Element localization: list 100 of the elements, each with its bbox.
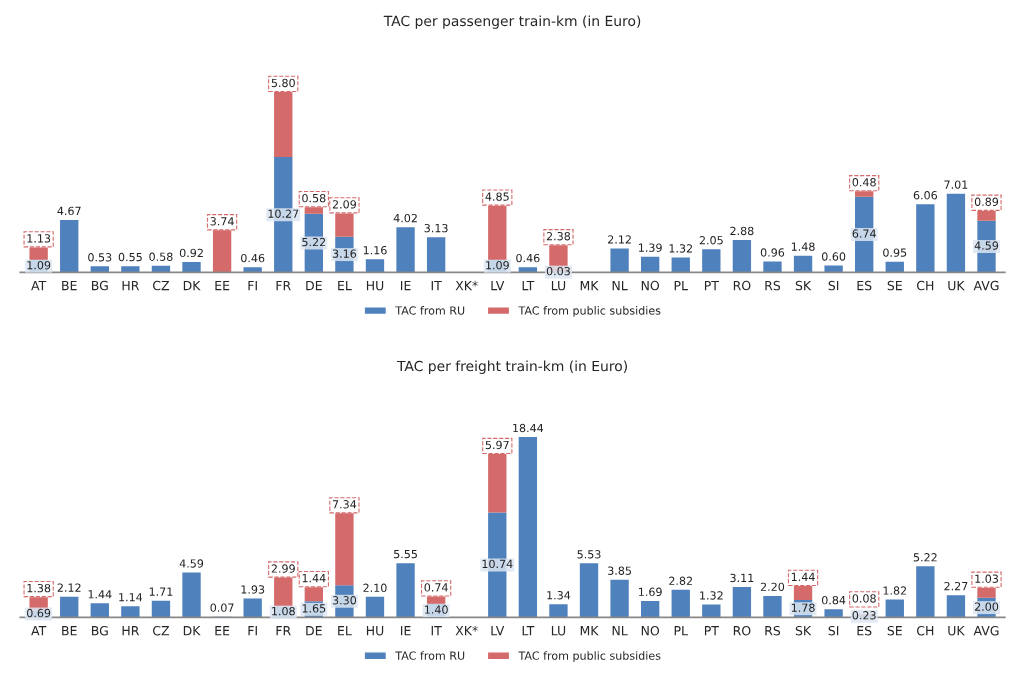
data-label: 2.10 <box>363 583 387 593</box>
x-tick-label: AVG <box>973 280 999 291</box>
x-tick-label: AT <box>31 281 47 291</box>
x-tick-label: HU <box>366 626 384 636</box>
x-tick-label: SK <box>795 280 812 291</box>
data-label: 5.80 <box>271 78 295 88</box>
data-label: 1.09 <box>486 261 509 270</box>
data-label: 2.12 <box>57 583 81 592</box>
x-tick-label: HR <box>122 281 140 291</box>
data-label: 5.22 <box>913 553 937 562</box>
data-label: 0.84 <box>821 595 846 605</box>
data-label: 1.82 <box>883 586 907 595</box>
x-tick-label: IE <box>400 281 411 291</box>
x-tick-label: RS <box>765 625 781 636</box>
data-label: 4.67 <box>57 206 81 216</box>
data-label: 1.08 <box>272 606 295 616</box>
data-label: 5.53 <box>577 550 601 559</box>
x-tick-label: IT <box>431 281 442 291</box>
x-tick-label: IE <box>400 626 411 636</box>
x-tick-label: CH <box>916 625 934 636</box>
x-tick-label: NO <box>641 625 660 636</box>
data-label: 10.74 <box>482 559 513 569</box>
legend-label: TAC from public subsidies <box>518 306 661 317</box>
data-label: 1.38 <box>27 583 51 593</box>
data-label: 1.65 <box>302 604 326 613</box>
data-label: 3.11 <box>730 573 754 583</box>
data-label: 3.16 <box>332 249 357 258</box>
x-tick-label: PL <box>674 626 688 636</box>
data-label: 7.34 <box>332 500 357 509</box>
x-tick-label: LU <box>551 626 566 636</box>
x-tick-label: CZ <box>153 625 170 636</box>
x-tick-label: DE <box>306 281 322 291</box>
data-label: 0.07 <box>210 603 234 612</box>
data-label: 0.60 <box>821 252 846 261</box>
data-label: 0.95 <box>883 248 907 257</box>
data-label: 0.46 <box>516 253 540 263</box>
data-label: 0.55 <box>118 252 142 262</box>
x-tick-label: PT <box>704 626 719 636</box>
x-tick-label: AVG <box>973 625 999 636</box>
x-tick-label: CZ <box>153 280 170 291</box>
data-label: 1.40 <box>424 605 448 614</box>
legend-label: TAC from RU <box>395 306 465 315</box>
data-label: 2.00 <box>974 602 999 611</box>
data-label: 2.20 <box>760 582 785 592</box>
chart-title: TAC per freight train-km (in Euro) <box>396 360 627 374</box>
x-tick-label: BE <box>62 281 77 291</box>
data-label: 2.12 <box>608 235 631 244</box>
x-tick-label: EL <box>338 281 352 291</box>
data-label: 1.71 <box>149 587 173 596</box>
x-tick-label: HU <box>366 281 384 291</box>
data-label: 0.92 <box>179 248 203 258</box>
x-tick-label: BG <box>92 625 108 636</box>
x-tick-label: BE <box>62 626 77 636</box>
x-tick-label: HR <box>122 626 140 636</box>
x-tick-label: ES <box>857 625 872 636</box>
x-tick-label: NO <box>641 280 660 291</box>
data-label: 1.16 <box>363 246 387 255</box>
x-tick-label: MK <box>580 281 599 291</box>
data-label: 1.39 <box>639 243 662 252</box>
data-label: 5.97 <box>485 440 509 450</box>
data-label: 0.89 <box>974 197 999 206</box>
x-tick-label: BG <box>92 280 108 291</box>
data-label: 7.01 <box>944 180 968 189</box>
data-label: 2.82 <box>669 576 692 585</box>
data-label: 1.13 <box>27 234 51 243</box>
data-label: 4.85 <box>485 192 509 201</box>
x-tick-label: RO <box>733 625 751 636</box>
data-label: 5.55 <box>394 550 417 559</box>
data-label: 4.59 <box>179 559 204 568</box>
x-tick-label: RO <box>733 280 751 291</box>
x-tick-label: SI <box>828 625 839 636</box>
x-tick-label: IT <box>431 626 442 636</box>
x-tick-label: FI <box>248 281 257 291</box>
x-tick-label: XK* <box>455 280 478 291</box>
data-label: 0.03 <box>546 266 570 276</box>
data-label: 1.09 <box>27 261 51 270</box>
data-label: 1.44 <box>302 574 326 583</box>
x-tick-label: CH <box>916 280 934 291</box>
data-label: 0.48 <box>852 178 876 187</box>
data-label: 3.85 <box>608 566 631 575</box>
data-label: 2.38 <box>546 232 571 241</box>
data-label: 0.96 <box>760 248 785 257</box>
x-tick-label: EE <box>215 281 230 291</box>
chart-title: TAC per passenger train-km (in Euro) <box>383 15 641 29</box>
data-label: 2.99 <box>271 564 295 573</box>
data-label: 1.34 <box>547 591 571 600</box>
data-label: 0.53 <box>88 253 112 262</box>
x-tick-label: XK* <box>455 625 478 636</box>
x-tick-label: LV <box>491 281 505 291</box>
data-label: 1.14 <box>119 593 143 602</box>
data-label: 4.02 <box>393 213 417 223</box>
x-tick-label: SE <box>887 280 902 291</box>
data-label: 1.48 <box>791 242 815 251</box>
legend-label: TAC from RU <box>395 651 465 660</box>
x-tick-label: PT <box>704 281 719 291</box>
x-tick-label: EL <box>338 626 352 636</box>
x-tick-label: SE <box>887 625 902 636</box>
data-label: 1.44 <box>88 590 112 599</box>
x-tick-label: UK <box>948 626 965 636</box>
data-label: 1.93 <box>241 585 265 594</box>
